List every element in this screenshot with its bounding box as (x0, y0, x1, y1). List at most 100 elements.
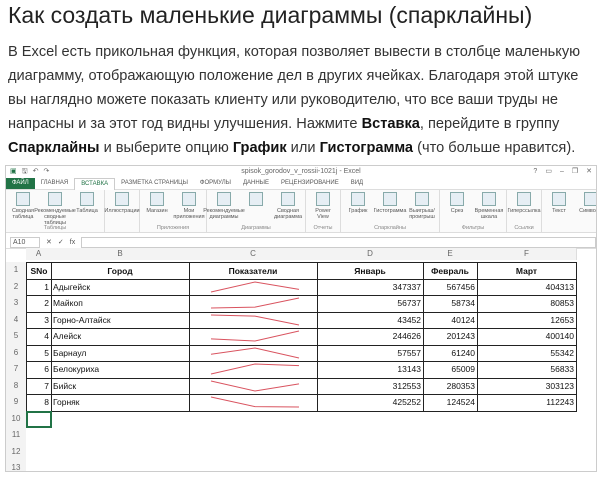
row-header[interactable]: 11 (6, 427, 26, 445)
tab-6[interactable]: ДАННЫЕ (242, 180, 269, 186)
sparkline-cell[interactable] (189, 328, 318, 346)
ribbon-button[interactable]: Символы (577, 192, 596, 232)
ribbon-button[interactable]: Иллюстрации (104, 192, 140, 232)
row-header[interactable]: 6 (6, 344, 26, 362)
header-cell[interactable]: Январь (317, 262, 424, 280)
march-cell[interactable]: 303123 (477, 377, 577, 395)
name-box[interactable]: A10 (10, 236, 40, 248)
ribbon-button[interactable]: Сводная таблица (9, 192, 37, 232)
tab-1[interactable]: ФАЙЛ (6, 178, 35, 189)
column-header-C[interactable]: C (189, 248, 318, 260)
ribbon-button[interactable]: Гиперссылка (507, 192, 541, 232)
march-cell[interactable]: 400140 (477, 328, 577, 346)
row-header[interactable]: 12 (6, 443, 26, 461)
march-cell[interactable]: 55342 (477, 344, 577, 362)
row-header[interactable]: 2 (6, 278, 26, 296)
february-cell[interactable]: 58734 (423, 295, 478, 313)
sno-cell[interactable]: 2 (26, 295, 52, 313)
window-button[interactable]: ❐ (571, 168, 579, 175)
ribbon-button[interactable]: Таблица (73, 192, 101, 232)
sno-cell[interactable]: 1 (26, 278, 52, 296)
sparkline-cell[interactable] (189, 295, 318, 313)
header-cell[interactable]: SNo (26, 262, 52, 280)
january-cell[interactable]: 13143 (317, 361, 424, 379)
column-header-A[interactable]: A (26, 248, 52, 260)
header-cell[interactable]: Показатели (189, 262, 318, 280)
city-cell[interactable]: Майкоп (51, 295, 190, 313)
save-icon[interactable]: 🖫 (21, 168, 28, 175)
march-cell[interactable]: 112243 (477, 394, 577, 412)
sno-cell[interactable]: 4 (26, 328, 52, 346)
row-header[interactable]: 10 (6, 410, 26, 428)
february-cell[interactable]: 124524 (423, 394, 478, 412)
row-header[interactable]: 13 (6, 460, 26, 471)
february-cell[interactable]: 65009 (423, 361, 478, 379)
sparkline-cell[interactable] (189, 377, 318, 395)
tab-7[interactable]: РЕЦЕНЗИРОВАНИЕ (281, 180, 339, 186)
row-header[interactable]: 8 (6, 377, 26, 395)
header-cell[interactable]: Март (477, 262, 577, 280)
sno-cell[interactable]: 8 (26, 394, 52, 412)
january-cell[interactable]: 244626 (317, 328, 424, 346)
ribbon-button[interactable]: Текст (545, 192, 573, 232)
city-cell[interactable]: Адыгейск (51, 278, 190, 296)
january-cell[interactable]: 347337 (317, 278, 424, 296)
function-icon[interactable]: fx (69, 238, 76, 246)
january-cell[interactable]: 43452 (317, 311, 424, 329)
city-cell[interactable]: Алейск (51, 328, 190, 346)
march-cell[interactable]: 80853 (477, 295, 577, 313)
january-cell[interactable]: 425252 (317, 394, 424, 412)
row-header[interactable]: 5 (6, 328, 26, 346)
february-cell[interactable]: 201243 (423, 328, 478, 346)
sno-cell[interactable]: 6 (26, 361, 52, 379)
sparkline-cell[interactable] (189, 394, 318, 412)
january-cell[interactable]: 56737 (317, 295, 424, 313)
ribbon-button[interactable]: Рекомендуемые сводные таблицы (34, 192, 76, 232)
tab-3[interactable]: ВСТАВКА (74, 177, 116, 190)
ribbon-button[interactable]: Гистограмма (374, 192, 406, 232)
city-cell[interactable]: Горно-Алтайск (51, 311, 190, 329)
row-header[interactable]: 4 (6, 311, 26, 329)
tab-2[interactable]: ГЛАВНАЯ (40, 180, 69, 186)
enter-icon[interactable]: ✓ (57, 239, 64, 246)
ribbon-button[interactable]: График (344, 192, 372, 232)
city-cell[interactable]: Белокуриха (51, 361, 190, 379)
tab-8[interactable]: ВИД (350, 180, 364, 186)
tab-4[interactable]: РАЗМЕТКА СТРАНИЦЫ (121, 180, 188, 186)
undo-icon[interactable]: ↶ (32, 168, 39, 175)
sparkline-cell[interactable] (189, 361, 318, 379)
column-header-F[interactable]: F (477, 248, 577, 260)
february-cell[interactable]: 280353 (423, 377, 478, 395)
city-cell[interactable]: Горняк (51, 394, 190, 412)
window-button[interactable]: ✕ (586, 168, 592, 175)
window-button[interactable]: ▭ (545, 168, 552, 175)
ribbon-button[interactable]: Мои приложения (173, 192, 205, 232)
window-button[interactable]: – (559, 168, 564, 175)
ribbon-button[interactable] (242, 192, 270, 232)
redo-icon[interactable]: ↷ (43, 168, 50, 175)
january-cell[interactable]: 57557 (317, 344, 424, 362)
ribbon-button[interactable]: Магазин (143, 192, 171, 232)
ribbon-button[interactable]: Рекомендуемые диаграммы (203, 192, 245, 232)
city-cell[interactable]: Бийск (51, 377, 190, 395)
city-cell[interactable]: Барнаул (51, 344, 190, 362)
column-header-E[interactable]: E (423, 248, 478, 260)
ribbon-button[interactable]: Срез (443, 192, 471, 232)
tab-5[interactable]: ФОРМУЛЫ (199, 180, 231, 186)
cancel-icon[interactable]: ✕ (46, 239, 52, 246)
row-header[interactable]: 9 (6, 394, 26, 412)
sparkline-cell[interactable] (189, 344, 318, 362)
ribbon-button[interactable]: Временная шкала (475, 192, 503, 232)
march-cell[interactable]: 404313 (477, 278, 577, 296)
march-cell[interactable]: 56833 (477, 361, 577, 379)
march-cell[interactable]: 12653 (477, 311, 577, 329)
sparkline-cell[interactable] (189, 311, 318, 329)
formula-input[interactable] (81, 236, 596, 248)
column-header-B[interactable]: B (51, 248, 190, 260)
row-header[interactable]: 1 (6, 262, 26, 280)
january-cell[interactable]: 312553 (317, 377, 424, 395)
row-header[interactable]: 3 (6, 295, 26, 313)
sno-cell[interactable]: 3 (26, 311, 52, 329)
february-cell[interactable]: 61240 (423, 344, 478, 362)
column-header-D[interactable]: D (317, 248, 424, 260)
